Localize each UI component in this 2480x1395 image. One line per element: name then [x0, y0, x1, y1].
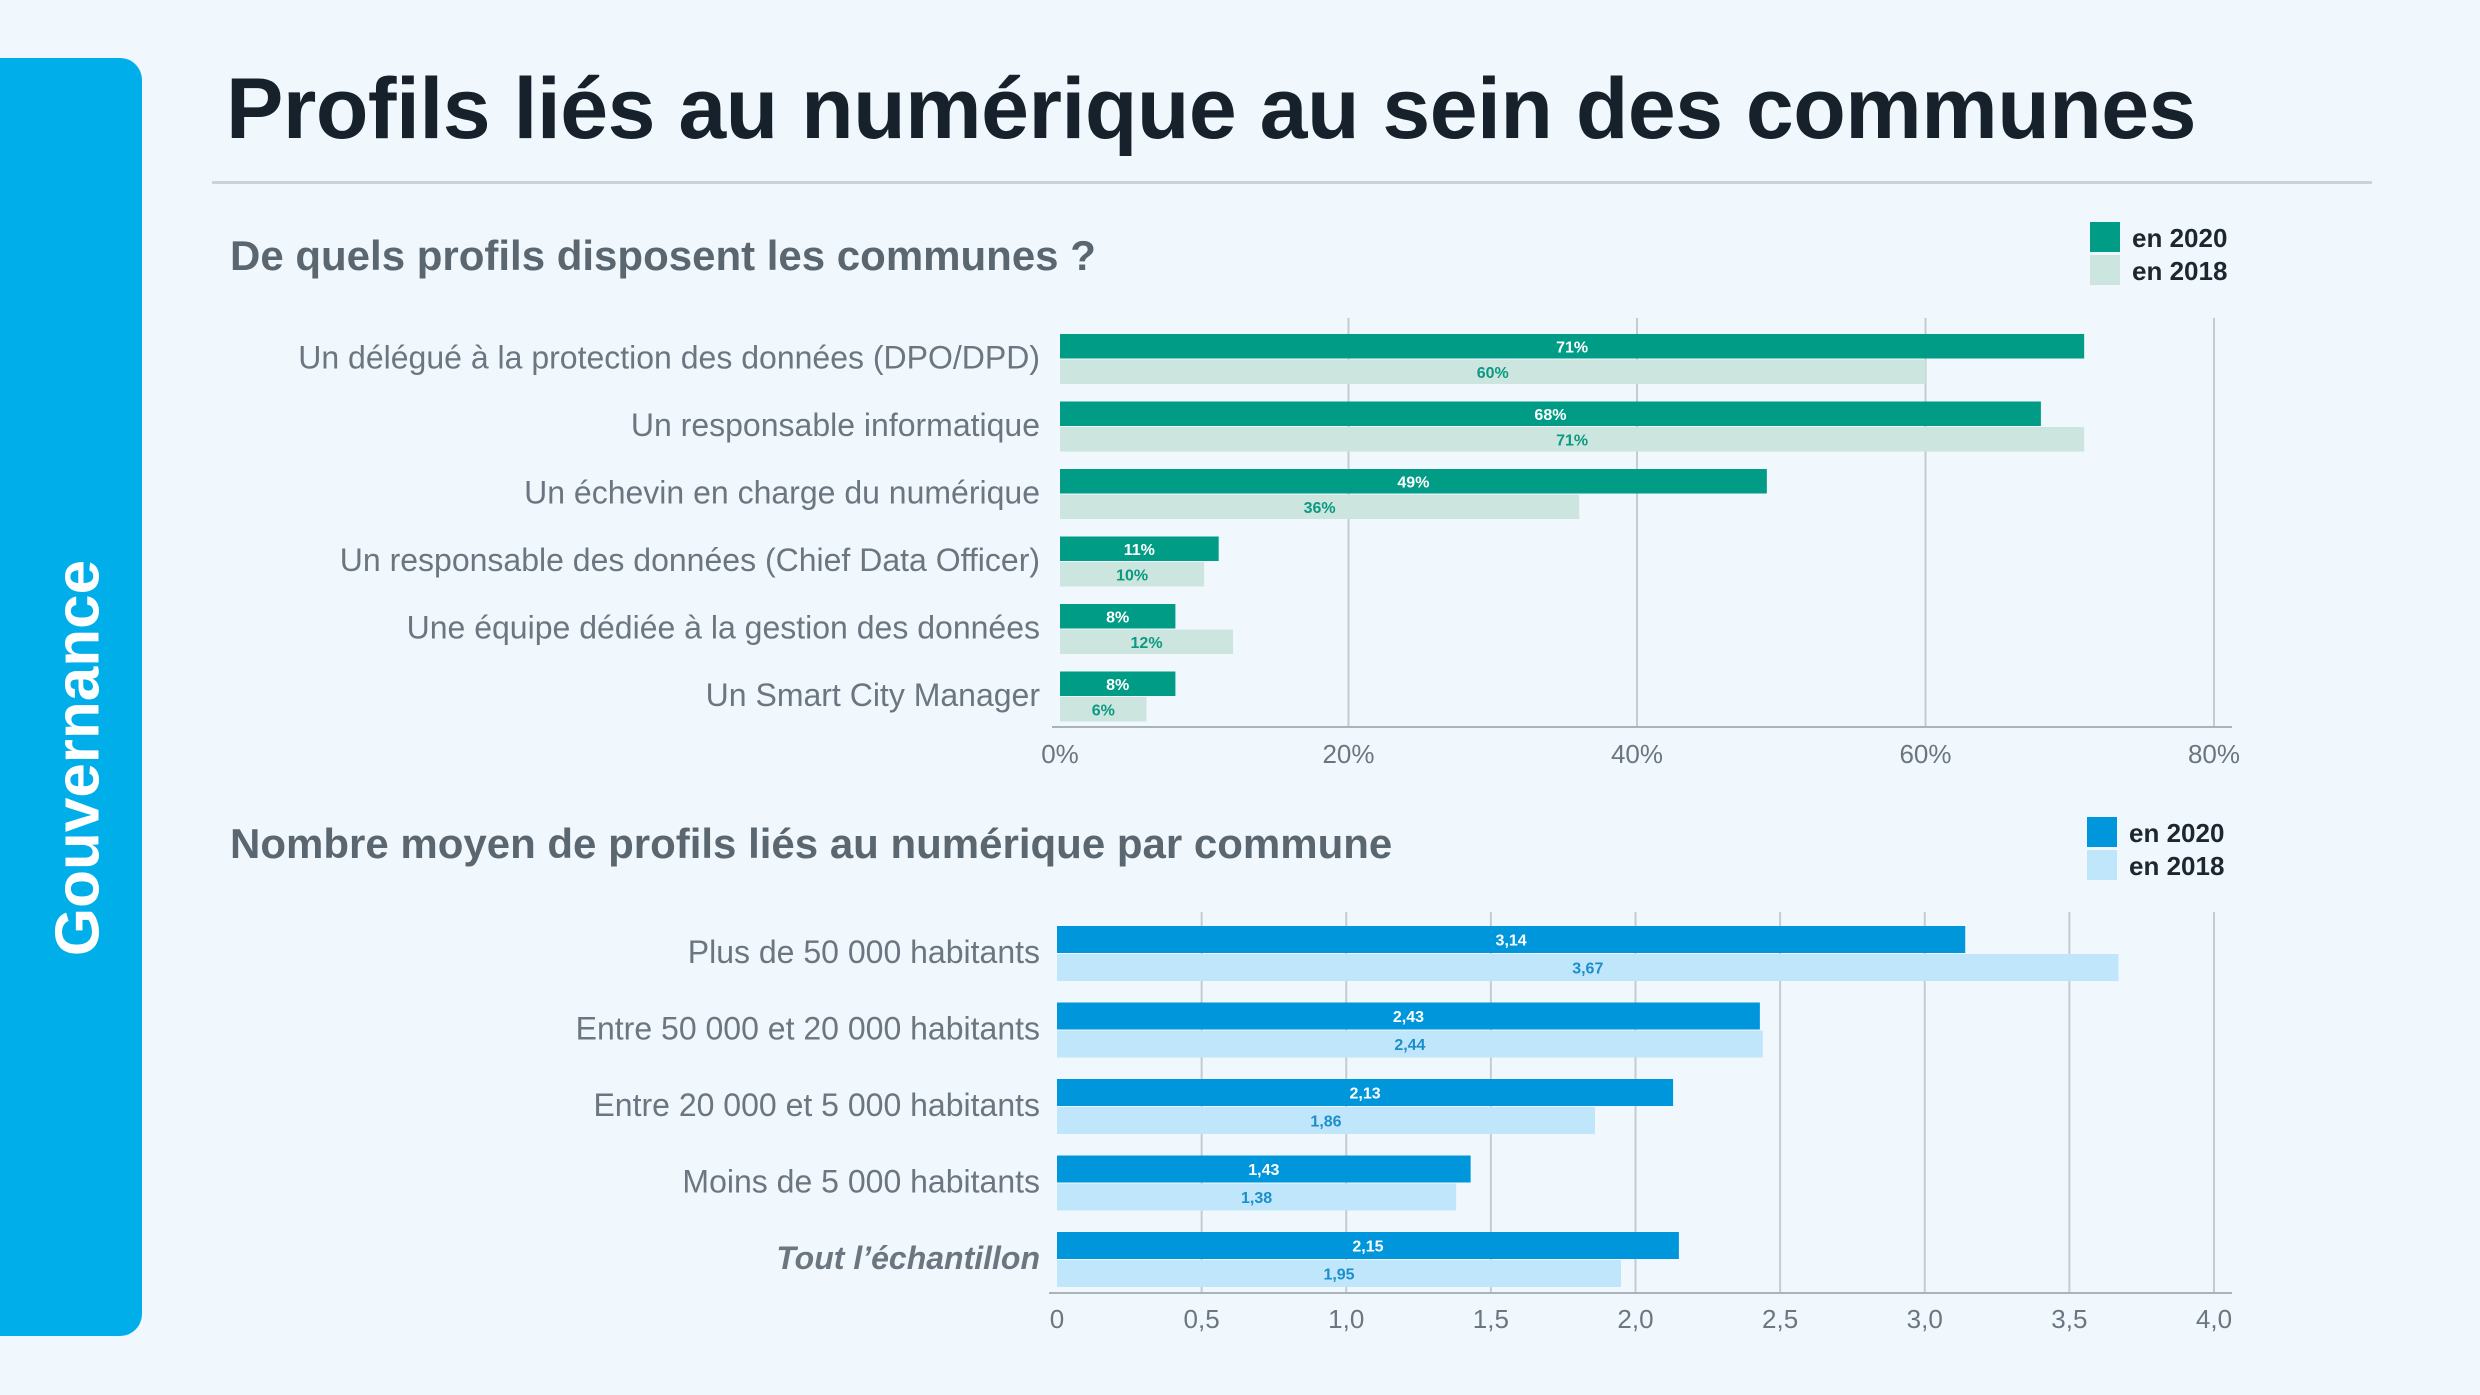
title-divider: [212, 181, 2372, 184]
data-label-2018: 1,38: [1241, 1190, 1272, 1207]
chart-subtitle: De quels profils disposent les communes …: [230, 232, 1096, 279]
data-label-2020: 71%: [1556, 339, 1588, 356]
bar-2020: [1057, 1002, 1760, 1030]
x-tick-label: 60%: [1899, 739, 1951, 769]
data-label-2020: 2,13: [1349, 1086, 1380, 1103]
bar-2018: [1060, 629, 1234, 654]
bar-2018: [1057, 954, 2119, 981]
x-tick-label: 0,5: [1184, 1304, 1220, 1334]
data-label-2018: 1,95: [1323, 1267, 1354, 1284]
x-tick-label: 40%: [1611, 739, 1663, 769]
bar-2020: [1060, 401, 2041, 426]
page-title: Profils liés au numérique au sein des co…: [226, 61, 2196, 157]
bar-2018: [1060, 427, 2085, 452]
bar-2020: [1060, 604, 1176, 629]
x-tick-label: 0%: [1041, 739, 1079, 769]
bar-2020: [1057, 926, 1966, 953]
legend-label: en 2020: [2132, 223, 2227, 253]
x-tick-label: 80%: [2188, 739, 2240, 769]
category-label: Un responsable informatique: [631, 407, 1040, 443]
bar-2020: [1057, 1079, 1674, 1106]
legend-swatch-2018: [2090, 255, 2120, 285]
data-label-2020: 3,14: [1496, 933, 1527, 950]
chart-subtitle: Nombre moyen de profils liés au numériqu…: [230, 820, 1392, 867]
x-tick-label: 1,5: [1473, 1304, 1509, 1334]
data-label-2020: 1,43: [1248, 1162, 1279, 1179]
data-label-2018: 71%: [1556, 432, 1588, 449]
bar-2020: [1060, 536, 1219, 561]
data-label-2020: 2,15: [1352, 1239, 1383, 1256]
average-profiles-bar-chart: Nombre moyen de profils liés au numériqu…: [230, 817, 2232, 1334]
data-label-2018: 36%: [1304, 500, 1336, 517]
category-label: Entre 50 000 et 20 000 habitants: [576, 1011, 1040, 1047]
category-label: Moins de 5 000 habitants: [682, 1164, 1040, 1200]
data-label-2018: 2,44: [1394, 1037, 1425, 1054]
category-label: Un responsable des données (Chief Data O…: [340, 542, 1040, 578]
sidebar-tab: Gouvernance: [0, 58, 142, 1336]
legend-swatch-2020: [2090, 222, 2120, 252]
bar-2018: [1057, 1030, 1763, 1058]
profiles-bar-chart: De quels profils disposent les communes …: [230, 222, 2240, 769]
x-tick-label: 3,0: [1907, 1304, 1943, 1334]
bar-2018: [1060, 697, 1147, 722]
bar-2020: [1057, 1155, 1471, 1183]
bar-2020: [1057, 1232, 1679, 1259]
category-label: Une équipe dédiée à la gestion des donné…: [407, 610, 1040, 646]
bar-2018: [1060, 494, 1580, 519]
data-label-2018: 3,67: [1572, 961, 1603, 978]
data-label-2018: 12%: [1131, 635, 1163, 652]
data-label-2020: 68%: [1534, 407, 1566, 424]
x-tick-label: 4,0: [2196, 1304, 2232, 1334]
x-tick-label: 3,5: [2051, 1304, 2087, 1334]
legend-label: en 2018: [2132, 256, 2227, 286]
category-label: Un délégué à la protection des données (…: [298, 340, 1040, 376]
bar-2018: [1057, 1107, 1596, 1134]
category-label: Entre 20 000 et 5 000 habitants: [593, 1087, 1040, 1123]
data-label-2020: 2,43: [1393, 1009, 1424, 1026]
data-label-2018: 6%: [1092, 702, 1115, 719]
x-tick-label: 2,5: [1762, 1304, 1798, 1334]
legend-label: en 2018: [2129, 851, 2224, 881]
data-label-2018: 10%: [1116, 567, 1148, 584]
legend-swatch-2020: [2087, 817, 2117, 847]
category-label: Plus de 50 000 habitants: [688, 934, 1040, 970]
x-tick-label: 0: [1050, 1304, 1064, 1334]
x-tick-label: 2,0: [1617, 1304, 1653, 1334]
bar-2020: [1060, 469, 1767, 494]
bar-2018: [1057, 1260, 1622, 1287]
x-tick-label: 1,0: [1328, 1304, 1364, 1334]
bar-2020: [1060, 671, 1176, 696]
data-label-2020: 8%: [1106, 677, 1129, 694]
bar-2018: [1060, 359, 1926, 384]
category-label: Un échevin en charge du numérique: [524, 475, 1040, 511]
bar-2018: [1060, 562, 1205, 587]
bar-2018: [1057, 1183, 1457, 1211]
data-label-2020: 49%: [1397, 474, 1429, 491]
x-tick-label: 20%: [1322, 739, 1374, 769]
legend-swatch-2018: [2087, 850, 2117, 880]
bar-2020: [1060, 334, 2085, 359]
data-label-2018: 60%: [1477, 365, 1509, 382]
legend-label: en 2020: [2129, 818, 2224, 848]
category-label: Un Smart City Manager: [706, 677, 1041, 713]
data-label-2020: 8%: [1106, 609, 1129, 626]
category-label: Tout l’échantillon: [776, 1240, 1040, 1276]
data-label-2020: 11%: [1124, 542, 1155, 559]
data-label-2018: 1,86: [1310, 1114, 1341, 1131]
